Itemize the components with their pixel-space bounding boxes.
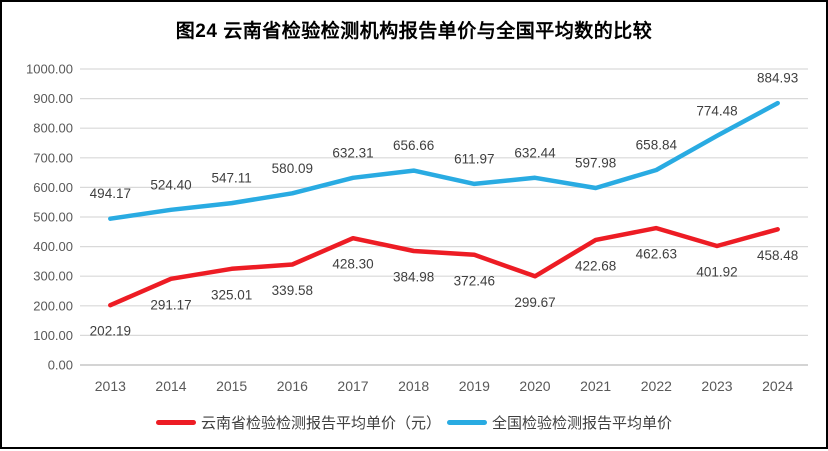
data-label-series-1: 580.09	[272, 161, 313, 176]
y-axis-tick-label: 600.00	[33, 180, 73, 195]
data-label-series-0: 372.46	[454, 273, 495, 288]
data-label-series-1: 611.97	[454, 151, 494, 166]
x-axis-tick-label: 2013	[95, 378, 126, 394]
legend-item-national: 全国检验检测报告平均单价	[447, 412, 672, 433]
legend-swatch-national-icon	[447, 420, 487, 425]
data-label-series-0: 384.98	[393, 270, 434, 285]
series-line-1	[108, 100, 780, 221]
y-axis-tick-label: 0.00	[48, 358, 73, 373]
data-label-series-0: 325.01	[211, 287, 252, 302]
y-axis-tick-label: 500.00	[33, 210, 73, 225]
data-label-series-0: 291.17	[150, 297, 191, 312]
y-axis-tick-label: 700.00	[33, 150, 73, 165]
data-label-series-0: 458.48	[757, 248, 798, 263]
data-label-series-1: 658.84	[636, 137, 678, 152]
chart-legend: 云南省检验检测报告平均单价（元） 全国检验检测报告平均单价	[2, 412, 826, 433]
data-label-series-0: 299.67	[514, 295, 555, 310]
data-label-series-0: 339.58	[272, 283, 313, 298]
x-axis-tick-label: 2017	[337, 378, 368, 394]
y-axis-tick-label: 900.00	[33, 91, 73, 106]
data-label-series-0: 202.19	[90, 324, 131, 339]
chart-title: 图24 云南省检验检测机构报告单价与全国平均数的比较	[175, 21, 653, 42]
x-axis-tick-label: 2015	[216, 378, 247, 394]
x-axis-tick-label: 2023	[701, 378, 732, 394]
data-label-series-1: 547.11	[212, 171, 252, 186]
y-axis-tick-label: 400.00	[33, 239, 73, 254]
legend-label-national: 全国检验检测报告平均单价	[492, 415, 673, 432]
x-axis-tick-label: 2021	[580, 378, 611, 394]
x-axis-tick-label: 2024	[762, 378, 793, 394]
legend-label-yunnan: 云南省检验检测报告平均单价（元）	[200, 415, 441, 432]
data-label-series-1: 774.48	[696, 103, 737, 118]
x-axis-tick-label: 2016	[277, 378, 308, 394]
data-label-series-1: 656.66	[393, 138, 434, 153]
y-axis-tick-label: 300.00	[33, 269, 73, 284]
series-line-0	[108, 225, 780, 308]
x-axis-tick-label: 2020	[519, 378, 550, 394]
data-label-series-0: 462.63	[636, 247, 677, 262]
data-label-series-0: 428.30	[332, 257, 373, 272]
data-label-series-1: 597.98	[575, 155, 616, 170]
data-label-series-1: 632.31	[332, 145, 373, 160]
x-axis-tick-label: 2019	[459, 378, 490, 394]
x-axis-tick-label: 2022	[641, 378, 672, 394]
data-label-series-1: 884.93	[757, 71, 798, 86]
y-axis-tick-label: 800.00	[33, 121, 73, 136]
legend-item-yunnan: 云南省检验检测报告平均单价（元）	[155, 412, 441, 433]
x-axis-tick-label: 2018	[398, 378, 429, 394]
data-label-series-0: 422.68	[575, 258, 616, 273]
y-axis-tick-label: 200.00	[33, 298, 73, 313]
y-axis-tick-label: 100.00	[33, 328, 73, 343]
data-label-series-1: 494.17	[90, 186, 131, 201]
legend-swatch-yunnan-icon	[155, 420, 196, 425]
y-axis-tick-label: 1000.00	[26, 62, 73, 77]
data-label-series-1: 632.44	[514, 145, 556, 160]
data-label-series-1: 524.40	[150, 177, 191, 192]
data-label-series-0: 401.92	[696, 265, 737, 280]
x-axis-tick-label: 2014	[155, 378, 186, 394]
